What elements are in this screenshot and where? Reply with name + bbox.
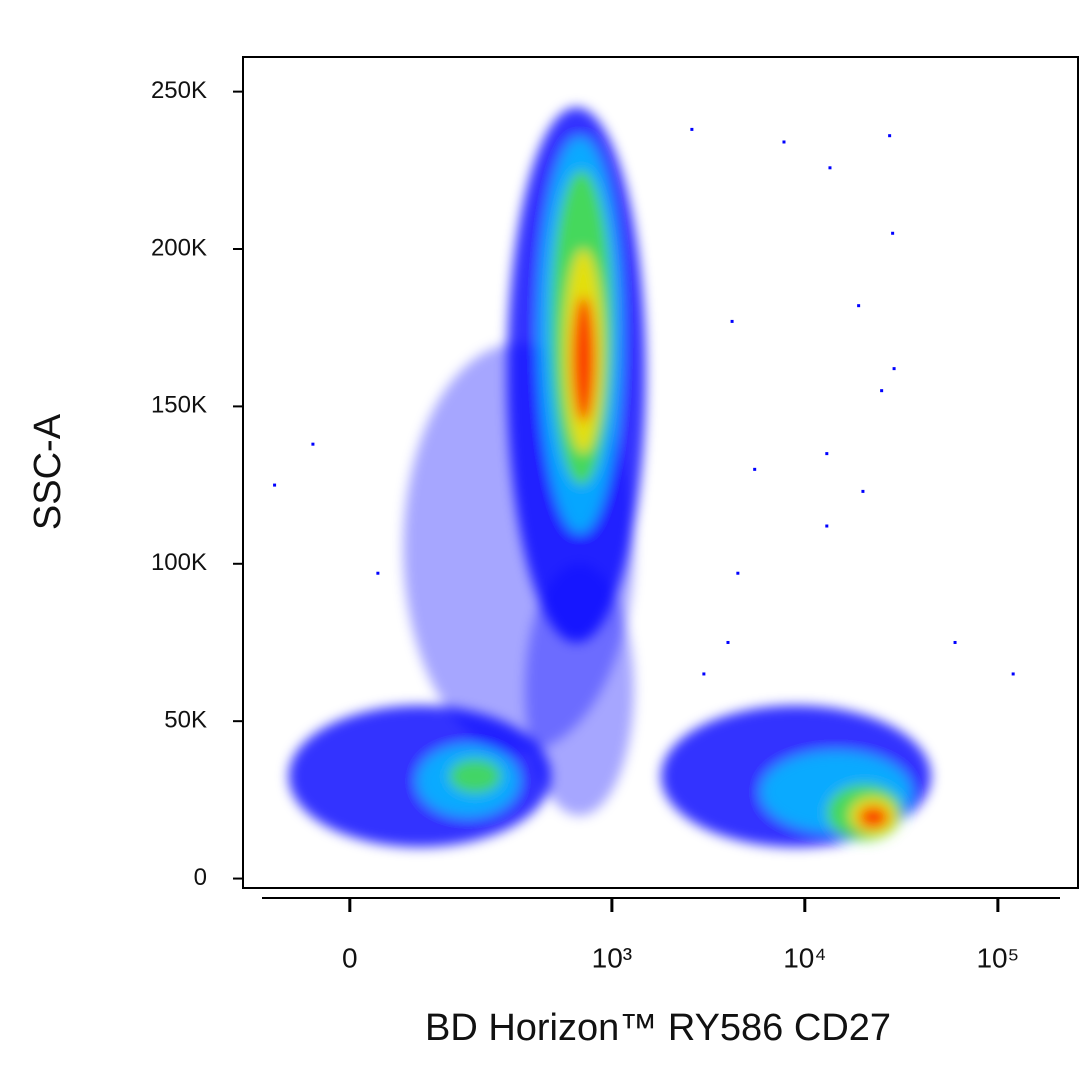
event-dot	[888, 134, 892, 138]
plot-area	[288, 107, 931, 848]
event-dot	[311, 442, 315, 446]
event-dot	[376, 571, 380, 575]
density-layer	[858, 806, 889, 829]
x-axis-title: BD Horizon™ RY586 CD27	[425, 1007, 891, 1049]
x-tick-label: 10⁵	[976, 942, 1019, 973]
event-dot	[702, 672, 706, 676]
event-dot	[861, 489, 865, 493]
y-tick-label: 200K	[151, 234, 207, 261]
x-tick-label: 10³	[592, 942, 632, 973]
event-dot	[880, 389, 884, 393]
event-dot	[825, 524, 829, 528]
event-dot	[782, 140, 786, 144]
x-tick-label: 0	[342, 942, 358, 973]
density-layer	[525, 563, 634, 816]
x-tick-label: 10⁴	[783, 942, 826, 973]
event-dot	[857, 304, 861, 308]
y-axis-title: SSC-A	[27, 413, 69, 530]
event-dot	[953, 640, 957, 644]
event-dot	[825, 452, 829, 456]
event-dot	[753, 467, 757, 471]
y-tick-label: 100K	[151, 549, 207, 576]
y-tick-label: 0	[194, 864, 207, 891]
y-tick-label: 250K	[151, 77, 207, 104]
event-dot	[273, 483, 277, 487]
event-dot	[730, 319, 734, 323]
density-layer	[448, 758, 502, 794]
event-dot	[891, 231, 895, 235]
event-dot	[1011, 672, 1015, 676]
y-tick-label: 150K	[151, 392, 207, 419]
plot-frame	[242, 56, 1079, 889]
event-dot	[726, 640, 730, 644]
density-layer	[572, 296, 596, 423]
event-dot	[690, 127, 694, 131]
event-dot	[736, 571, 740, 575]
event-dot	[892, 367, 896, 371]
event-dot	[828, 166, 832, 170]
y-tick-label: 50K	[164, 707, 207, 734]
